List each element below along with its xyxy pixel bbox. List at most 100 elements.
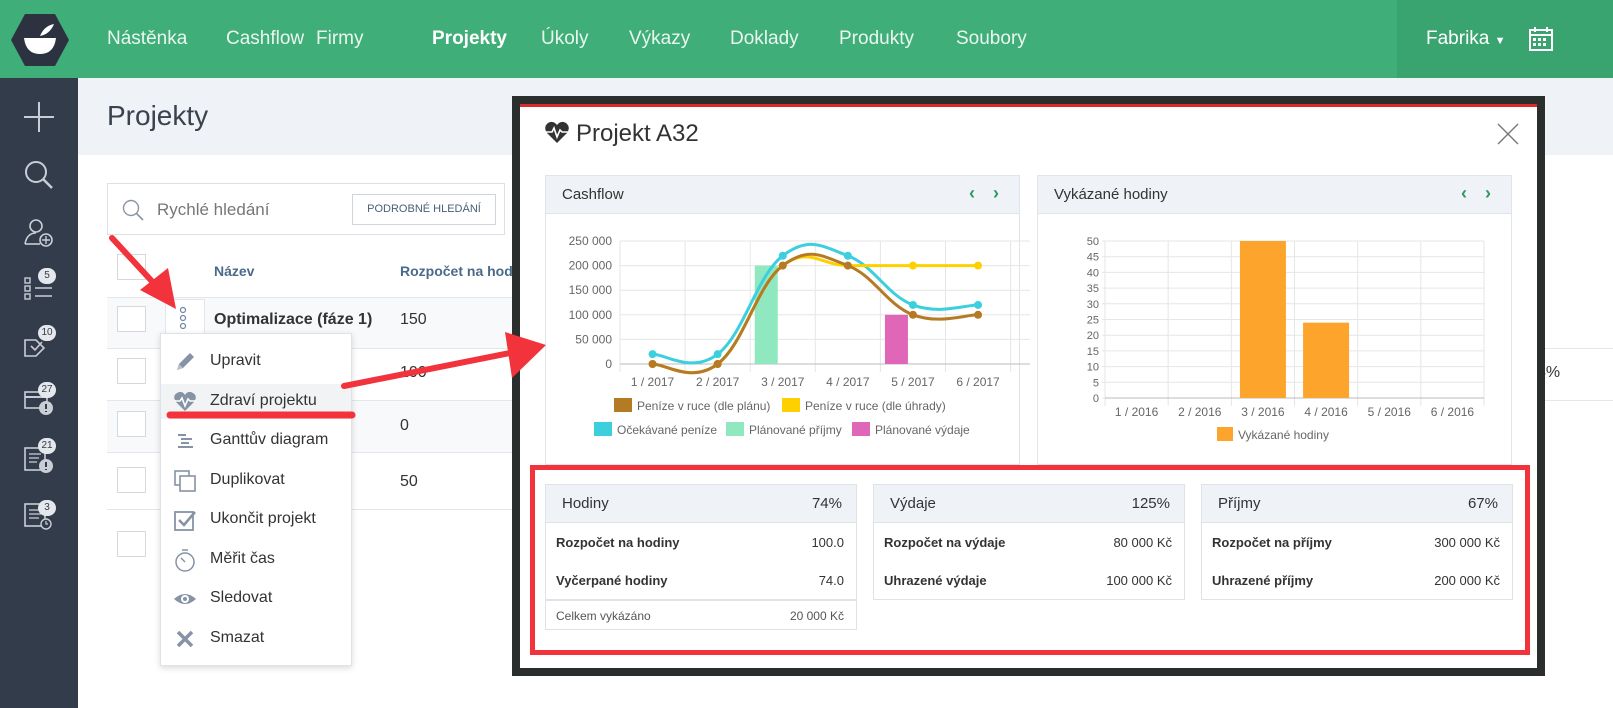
chevron-left-icon[interactable]: ‹ [969,183,975,203]
y-tick-label: 10 [1087,362,1099,374]
chevron-left-icon[interactable]: ‹ [1461,183,1467,203]
budget-hours: 50 [400,473,418,490]
search-icon [122,199,144,221]
documents-badge: 21 [38,438,56,454]
nav-item[interactable]: Produkty [839,28,914,49]
chevron-right-icon[interactable]: › [1485,183,1491,203]
column-header-name[interactable]: Název [214,263,255,279]
x-tick-label: 5 / 2016 [1368,405,1412,419]
nav-item[interactable]: Cashflow [226,28,305,49]
y-tick-label: 45 [1087,252,1099,264]
legend-swatch [852,422,870,436]
x-tick-label: 2 / 2017 [696,375,740,389]
nav-item[interactable]: Firmy [316,28,364,49]
sidebar: 5 10 27 21 3 [0,78,78,708]
checkbox-icon [174,511,196,531]
add-contact-icon[interactable] [22,216,56,250]
calendar-icon[interactable] [1528,26,1554,52]
close-icon[interactable] [1497,123,1519,145]
footer-value: 20 000 Kč [789,609,844,623]
heartbeat-icon [174,391,196,411]
row-checkbox[interactable] [117,467,146,493]
menu-item[interactable]: Ganttův diagram [161,423,351,458]
advanced-search-button[interactable]: PODROBNÉ HLEDÁNÍ [352,194,496,225]
chevron-right-icon[interactable]: › [993,183,999,203]
bar [1303,322,1350,398]
menu-item-label: Duplikovat [210,470,285,488]
menu-item-label: Upravit [210,352,261,369]
y-tick-label: 50 [1087,236,1099,248]
row-checkbox[interactable] [117,411,146,437]
y-tick-label: 200 000 [569,259,613,273]
x-tick-label: 6 / 2017 [956,375,1000,389]
company-name: Fabrika [1426,28,1490,49]
y-tick-label: 25 [1087,315,1099,327]
data-point [648,360,657,368]
nav-item[interactable]: Projekty [432,28,507,49]
data-point [974,261,983,270]
menu-item-label: Ganttův diagram [210,431,329,448]
budget-hours: 0 [400,417,409,434]
menu-item[interactable]: Měřit čas [161,542,351,577]
row-label: Uhrazené příjmy [1212,573,1314,588]
nav-item[interactable]: Soubory [956,28,1027,49]
menu-item-label: Zdraví projektu [210,391,317,409]
tasks-badge: 5 [38,268,56,284]
plus-icon[interactable] [22,100,56,134]
top-navigation: Nástěnka Cashflow Firmy Projekty Úkoly Výkazy… [0,0,1613,78]
company-area [1397,0,1613,78]
heartbeat-icon [545,121,569,143]
menu-item[interactable]: Upravit [161,344,351,379]
menu-item[interactable]: Ukončit projekt [161,502,351,537]
x-tick-label: 4 / 2017 [826,375,870,389]
column-header-budget[interactable]: Rozpočet na hodi [400,263,512,279]
project-name[interactable]: Optimalizace (fáze 1) [214,311,373,328]
nav-item[interactable]: Doklady [730,28,799,49]
timesheet-badge: 3 [38,500,56,516]
modal-title: Projekt A32 [576,120,699,147]
search-input[interactable]: Rychlé hledání [157,200,270,219]
summary-card: Hodiny 74% Rozpočet na hodiny 100.0 Vyčerpan… [545,484,857,630]
y-tick-label: 100 000 [569,308,613,322]
invoices-badge: 27 [38,382,56,398]
legend-label: Očekávané peníze [617,423,717,437]
card-title: Výdaje [890,495,936,512]
panel-title: Vykázané hodiny [1054,186,1168,203]
menu-item-label: Sledovat [210,589,273,606]
company-dropdown[interactable]: Fabrika ▼ [1426,28,1506,50]
legend-swatch [726,422,744,436]
row-checkbox[interactable] [117,531,146,557]
data-point [974,310,983,319]
x-icon [176,630,194,647]
x-tick-label: 1 / 2017 [631,375,675,389]
legend-swatch [1217,427,1233,441]
data-point [713,350,722,359]
delegated-tasks-icon[interactable] [22,328,56,362]
nav-item[interactable]: Úkoly [541,28,589,49]
row-checkbox[interactable] [117,358,146,384]
menu-item[interactable]: Sledovat [161,581,351,616]
nav-item[interactable]: Výkazy [629,28,691,49]
caret-down-icon: ▼ [1494,35,1506,47]
quick-search: Rychlé hledání PODROBNÉ HLEDÁNÍ [107,183,505,235]
search-icon[interactable] [22,158,56,192]
data-point [843,251,852,260]
app-logo[interactable] [10,10,70,70]
x-tick-label: 5 / 2017 [891,375,935,389]
menu-item[interactable]: Duplikovat [161,463,351,498]
nav-item[interactable]: Nástěnka [107,28,188,49]
overdue-documents-icon[interactable] [22,442,56,476]
card-title: Hodiny [562,495,609,512]
row-label: Rozpočet na příjmy [1212,535,1332,550]
copy-icon [174,469,196,492]
legend-label: Peníze v ruce (dle plánu) [637,399,770,413]
menu-item[interactable]: Smazat [161,621,351,656]
card-percent: 74% [811,495,842,512]
row-value: 100 000 Kč [1106,573,1172,588]
row-checkbox[interactable] [117,306,146,332]
row-value: 200 000 Kč [1434,573,1500,588]
task-list-icon[interactable] [22,272,56,306]
panel-title: Cashflow [562,186,624,203]
y-tick-label: 5 [1093,377,1099,389]
y-tick-label: 15 [1087,346,1099,358]
